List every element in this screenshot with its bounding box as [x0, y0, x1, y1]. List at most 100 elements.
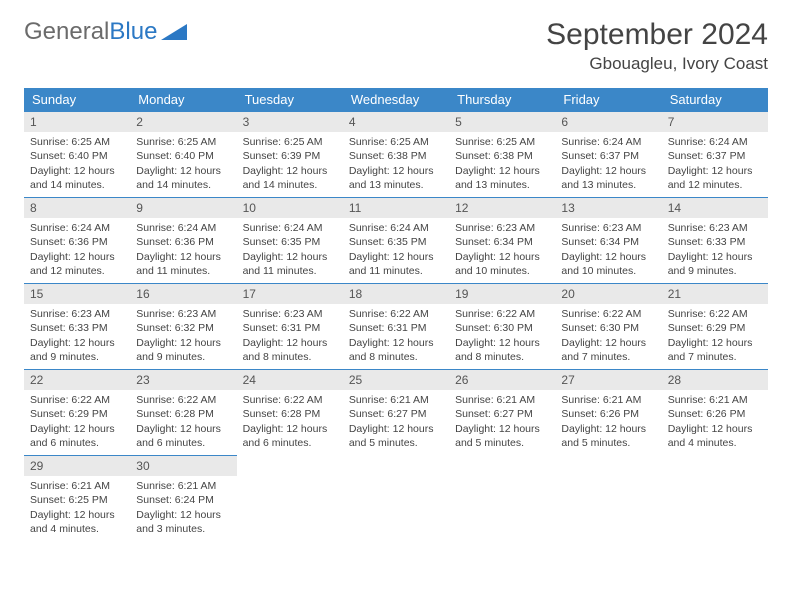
cell-body: Sunrise: 6:21 AMSunset: 6:24 PMDaylight:…	[130, 476, 236, 539]
calendar-cell: 9Sunrise: 6:24 AMSunset: 6:36 PMDaylight…	[130, 198, 236, 284]
sunrise-line: Sunrise: 6:25 AM	[455, 135, 549, 149]
sunset-line: Sunset: 6:40 PM	[30, 149, 124, 163]
cell-body: Sunrise: 6:22 AMSunset: 6:29 PMDaylight:…	[24, 390, 130, 453]
daylight-line: Daylight: 12 hours and 11 minutes.	[349, 250, 443, 278]
day-number: 29	[24, 456, 130, 476]
day-number: 21	[662, 284, 768, 304]
logo: GeneralBlue	[24, 18, 187, 46]
calendar-cell: 24Sunrise: 6:22 AMSunset: 6:28 PMDayligh…	[237, 370, 343, 456]
cell-body: Sunrise: 6:25 AMSunset: 6:40 PMDaylight:…	[130, 132, 236, 195]
calendar-cell: 1Sunrise: 6:25 AMSunset: 6:40 PMDaylight…	[24, 112, 130, 198]
day-number: 15	[24, 284, 130, 304]
weekday-header: Tuesday	[237, 88, 343, 112]
calendar-body: 1Sunrise: 6:25 AMSunset: 6:40 PMDaylight…	[24, 112, 768, 542]
sunset-line: Sunset: 6:30 PM	[455, 321, 549, 335]
calendar-week-row: 22Sunrise: 6:22 AMSunset: 6:29 PMDayligh…	[24, 370, 768, 456]
weekday-header: Friday	[555, 88, 661, 112]
weekday-header: Thursday	[449, 88, 555, 112]
sunset-line: Sunset: 6:34 PM	[455, 235, 549, 249]
calendar-cell	[662, 456, 768, 542]
cell-body: Sunrise: 6:22 AMSunset: 6:31 PMDaylight:…	[343, 304, 449, 367]
day-number: 19	[449, 284, 555, 304]
calendar-cell	[449, 456, 555, 542]
daylight-line: Daylight: 12 hours and 14 minutes.	[30, 164, 124, 192]
sunset-line: Sunset: 6:40 PM	[136, 149, 230, 163]
day-number: 8	[24, 198, 130, 218]
sunset-line: Sunset: 6:37 PM	[561, 149, 655, 163]
calendar-cell: 29Sunrise: 6:21 AMSunset: 6:25 PMDayligh…	[24, 456, 130, 542]
calendar-cell: 27Sunrise: 6:21 AMSunset: 6:26 PMDayligh…	[555, 370, 661, 456]
weekday-header: Wednesday	[343, 88, 449, 112]
calendar-cell	[555, 456, 661, 542]
sunrise-line: Sunrise: 6:23 AM	[455, 221, 549, 235]
sunset-line: Sunset: 6:33 PM	[668, 235, 762, 249]
calendar-cell: 22Sunrise: 6:22 AMSunset: 6:29 PMDayligh…	[24, 370, 130, 456]
sunset-line: Sunset: 6:30 PM	[561, 321, 655, 335]
sunrise-line: Sunrise: 6:24 AM	[561, 135, 655, 149]
daylight-line: Daylight: 12 hours and 11 minutes.	[243, 250, 337, 278]
day-number: 23	[130, 370, 236, 390]
cell-body: Sunrise: 6:25 AMSunset: 6:40 PMDaylight:…	[24, 132, 130, 195]
weekday-header: Sunday	[24, 88, 130, 112]
sunrise-line: Sunrise: 6:22 AM	[668, 307, 762, 321]
daylight-line: Daylight: 12 hours and 4 minutes.	[30, 508, 124, 536]
cell-body: Sunrise: 6:22 AMSunset: 6:30 PMDaylight:…	[449, 304, 555, 367]
sunrise-line: Sunrise: 6:22 AM	[349, 307, 443, 321]
header: GeneralBlue September 2024 Gbouagleu, Iv…	[24, 18, 768, 74]
sunrise-line: Sunrise: 6:24 AM	[30, 221, 124, 235]
sunrise-line: Sunrise: 6:22 AM	[455, 307, 549, 321]
calendar-cell: 3Sunrise: 6:25 AMSunset: 6:39 PMDaylight…	[237, 112, 343, 198]
sunrise-line: Sunrise: 6:24 AM	[349, 221, 443, 235]
sunset-line: Sunset: 6:37 PM	[668, 149, 762, 163]
calendar-cell: 25Sunrise: 6:21 AMSunset: 6:27 PMDayligh…	[343, 370, 449, 456]
sunrise-line: Sunrise: 6:23 AM	[136, 307, 230, 321]
calendar-cell: 11Sunrise: 6:24 AMSunset: 6:35 PMDayligh…	[343, 198, 449, 284]
cell-body: Sunrise: 6:25 AMSunset: 6:38 PMDaylight:…	[449, 132, 555, 195]
daylight-line: Daylight: 12 hours and 8 minutes.	[455, 336, 549, 364]
daylight-line: Daylight: 12 hours and 5 minutes.	[455, 422, 549, 450]
day-number: 11	[343, 198, 449, 218]
sunrise-line: Sunrise: 6:23 AM	[243, 307, 337, 321]
sunrise-line: Sunrise: 6:25 AM	[349, 135, 443, 149]
calendar-cell: 21Sunrise: 6:22 AMSunset: 6:29 PMDayligh…	[662, 284, 768, 370]
cell-body: Sunrise: 6:25 AMSunset: 6:38 PMDaylight:…	[343, 132, 449, 195]
cell-body: Sunrise: 6:21 AMSunset: 6:25 PMDaylight:…	[24, 476, 130, 539]
day-number: 16	[130, 284, 236, 304]
calendar-cell	[343, 456, 449, 542]
daylight-line: Daylight: 12 hours and 6 minutes.	[30, 422, 124, 450]
sunset-line: Sunset: 6:28 PM	[136, 407, 230, 421]
sunrise-line: Sunrise: 6:25 AM	[30, 135, 124, 149]
cell-body: Sunrise: 6:22 AMSunset: 6:28 PMDaylight:…	[130, 390, 236, 453]
title-block: September 2024 Gbouagleu, Ivory Coast	[546, 18, 768, 74]
cell-body: Sunrise: 6:24 AMSunset: 6:36 PMDaylight:…	[130, 218, 236, 281]
calendar-cell: 10Sunrise: 6:24 AMSunset: 6:35 PMDayligh…	[237, 198, 343, 284]
sunset-line: Sunset: 6:31 PM	[349, 321, 443, 335]
cell-body: Sunrise: 6:24 AMSunset: 6:37 PMDaylight:…	[555, 132, 661, 195]
sunset-line: Sunset: 6:26 PM	[561, 407, 655, 421]
calendar-cell: 19Sunrise: 6:22 AMSunset: 6:30 PMDayligh…	[449, 284, 555, 370]
calendar-cell: 26Sunrise: 6:21 AMSunset: 6:27 PMDayligh…	[449, 370, 555, 456]
daylight-line: Daylight: 12 hours and 13 minutes.	[561, 164, 655, 192]
weekday-header: Saturday	[662, 88, 768, 112]
day-number: 3	[237, 112, 343, 132]
daylight-line: Daylight: 12 hours and 14 minutes.	[136, 164, 230, 192]
calendar-cell: 23Sunrise: 6:22 AMSunset: 6:28 PMDayligh…	[130, 370, 236, 456]
sunrise-line: Sunrise: 6:21 AM	[561, 393, 655, 407]
daylight-line: Daylight: 12 hours and 10 minutes.	[561, 250, 655, 278]
cell-body: Sunrise: 6:23 AMSunset: 6:33 PMDaylight:…	[24, 304, 130, 367]
day-number: 20	[555, 284, 661, 304]
daylight-line: Daylight: 12 hours and 6 minutes.	[136, 422, 230, 450]
day-number: 6	[555, 112, 661, 132]
sunset-line: Sunset: 6:35 PM	[243, 235, 337, 249]
sunrise-line: Sunrise: 6:24 AM	[668, 135, 762, 149]
day-number: 13	[555, 198, 661, 218]
daylight-line: Daylight: 12 hours and 13 minutes.	[349, 164, 443, 192]
cell-body: Sunrise: 6:23 AMSunset: 6:31 PMDaylight:…	[237, 304, 343, 367]
logo-triangle-icon	[161, 22, 187, 42]
sunrise-line: Sunrise: 6:21 AM	[455, 393, 549, 407]
calendar-cell: 12Sunrise: 6:23 AMSunset: 6:34 PMDayligh…	[449, 198, 555, 284]
sunrise-line: Sunrise: 6:22 AM	[136, 393, 230, 407]
logo-text-general: General	[24, 18, 109, 46]
sunrise-line: Sunrise: 6:25 AM	[243, 135, 337, 149]
calendar-cell: 15Sunrise: 6:23 AMSunset: 6:33 PMDayligh…	[24, 284, 130, 370]
